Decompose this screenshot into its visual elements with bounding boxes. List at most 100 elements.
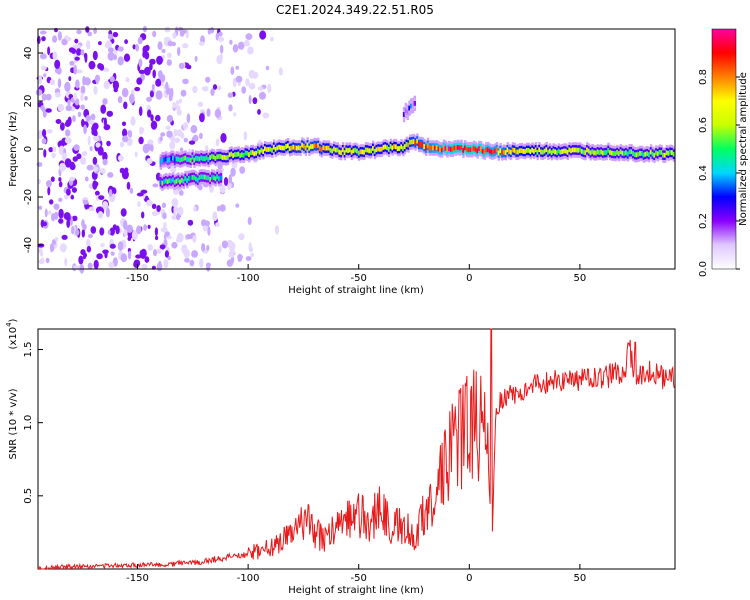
heatmap-ridge-cell <box>179 179 182 185</box>
heatmap-noise-cell <box>90 113 96 121</box>
heatmap-noise-cell <box>117 46 124 52</box>
heatmap-noise-cell <box>117 154 124 162</box>
heatmap-noise-cell <box>93 181 99 187</box>
heatmap-ridge-cell <box>584 150 587 155</box>
heatmap-ridge-cell <box>517 149 520 155</box>
heatmap-ridge-cell <box>391 145 394 151</box>
heatmap-ridge-cell <box>490 149 493 155</box>
heatmap-ridge-cell <box>191 175 194 180</box>
heatmap-noise-cell <box>241 86 247 94</box>
heatmap-ridge-cell <box>534 147 538 153</box>
heatmap-ridge-cell <box>239 153 242 158</box>
heatmap-ridge-cell <box>234 152 237 157</box>
heatmap-ridge-cell <box>200 174 203 180</box>
heatmap-noise-cell <box>180 132 185 139</box>
heatmap-ridge-cell <box>651 151 654 157</box>
heatmap-ridge-cell <box>285 144 288 149</box>
y-tick-label: 40 <box>23 47 34 60</box>
heatmap-noise-cell <box>212 214 218 221</box>
heatmap-noise-cell <box>141 211 145 219</box>
heatmap-noise-cell <box>178 62 185 70</box>
heatmap-ridge-cell <box>421 142 424 148</box>
heatmap-ridge-cell <box>159 159 162 165</box>
heatmap-noise-cell <box>250 252 254 258</box>
heatmap-ridge-cell <box>212 175 216 180</box>
heatmap-ridge-cell <box>280 145 283 151</box>
colorbar-gradient <box>712 29 736 269</box>
heatmap-noise-cell <box>219 204 226 212</box>
heatmap-noise-cell <box>228 174 233 184</box>
heatmap-ridge-cell <box>338 149 341 155</box>
heatmap-ridge-cell <box>632 151 635 156</box>
heatmap-ridge-cell <box>640 151 644 156</box>
snr-x-label: Height of straight line (km) <box>288 585 424 596</box>
heatmap-ridge-cell <box>444 145 447 151</box>
heatmap-ridge-cell <box>257 148 260 154</box>
heatmap-ridge-cell <box>161 157 164 163</box>
heatmap-noise-cell <box>45 93 52 101</box>
heatmap-ridge-cell <box>267 147 270 152</box>
heatmap-ridge-cell <box>188 157 191 162</box>
heatmap-noise-cell <box>144 66 151 76</box>
heatmap-noise-cell <box>71 187 77 193</box>
heatmap-ridge-cell <box>269 146 272 152</box>
heatmap-ridge-cell <box>170 155 173 161</box>
heatmap-noise-cell <box>89 146 93 152</box>
heatmap-ridge-cell <box>343 150 347 155</box>
heatmap-noise-cell <box>43 73 47 78</box>
heatmap-ridge-cell <box>536 150 539 155</box>
heatmap-noise-cell <box>156 55 163 65</box>
heatmap-noise-cell <box>64 121 71 127</box>
heatmap-ridge-cell <box>474 146 477 152</box>
heatmap-ridge-cell <box>559 149 562 155</box>
heatmap-noise-cell <box>139 249 145 257</box>
heatmap-ridge-cell <box>324 145 327 151</box>
heatmap-noise-cell <box>123 220 128 230</box>
heatmap-ridge-cell <box>433 145 437 151</box>
snr-y-ticks: 0.5 1.0 1.5 <box>23 342 43 504</box>
heatmap-noise-cell <box>176 109 182 116</box>
heatmap-noise-cell <box>80 157 87 165</box>
heatmap-ridge-cell <box>297 145 301 151</box>
heatmap-noise-cell <box>68 94 74 99</box>
heatmap-ridge-cell <box>251 150 255 155</box>
heatmap-ridge-cell <box>602 150 605 156</box>
heatmap-noise-cell <box>61 234 68 240</box>
heatmap-noise-cell <box>103 80 111 90</box>
heatmap-ridge-cell <box>221 155 224 160</box>
heatmap-ridge-cell <box>237 151 240 157</box>
heatmap-ridge-cell <box>591 149 594 155</box>
heatmap-ridge-cell <box>665 150 669 156</box>
heatmap-ridge-cell <box>163 179 166 184</box>
heatmap-noise-cell <box>186 64 192 70</box>
heatmap-ridge-cell <box>656 151 660 157</box>
heatmap-ridge-cell <box>596 149 600 155</box>
heatmap-noise-cell <box>176 232 184 243</box>
heatmap-noise-cell <box>41 93 47 101</box>
heatmap-noise-cell <box>58 208 64 219</box>
heatmap-ridge-cell <box>379 146 382 152</box>
heatmap-noise-cell <box>58 181 63 188</box>
heatmap-noise-cell <box>80 49 85 56</box>
heatmap-ridge-cell <box>625 150 628 156</box>
heatmap-noise-cell <box>160 227 168 233</box>
heatmap-ridge-cell <box>311 144 315 149</box>
heatmap-ridge-cell <box>478 146 481 151</box>
heatmap-noise-cell <box>109 76 115 83</box>
heatmap-ridge-cell <box>449 146 453 152</box>
colorbar-tick-label: 0.4 <box>698 165 709 181</box>
heatmap-ridge-cell <box>426 143 430 148</box>
heatmap-ridge-cell <box>405 142 408 147</box>
heatmap-noise-cell <box>72 115 76 123</box>
heatmap-noise-cell <box>40 250 44 257</box>
heatmap-ridge-cell <box>308 145 311 151</box>
heatmap-ridge-cell <box>333 146 336 152</box>
heatmap-ridge-cell <box>554 149 557 155</box>
heatmap-noise-cell <box>132 44 136 50</box>
heatmap-noise-cell <box>93 259 99 270</box>
heatmap-noise-cell <box>166 114 174 123</box>
heatmap-ridge-cell <box>207 157 210 162</box>
heatmap-noise-cell <box>147 244 153 251</box>
heatmap-noise-cell <box>67 99 71 106</box>
